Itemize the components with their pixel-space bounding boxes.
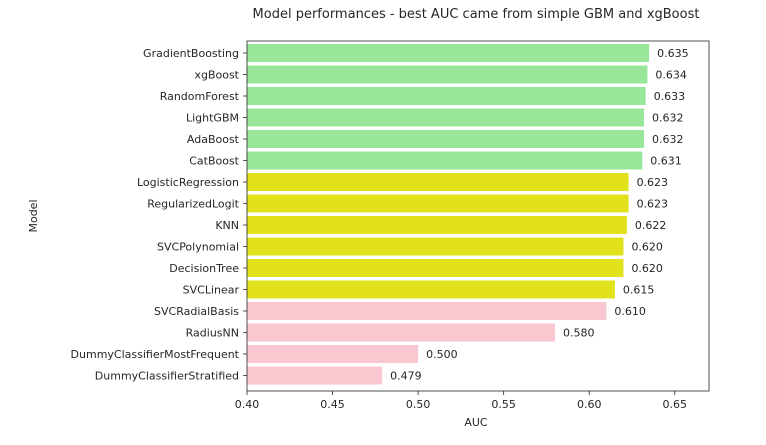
x-tick-label: 0.60	[577, 398, 602, 411]
bar-SVCLinear	[247, 280, 615, 299]
y-tick-label-xgBoost: xgBoost	[194, 69, 239, 82]
bar-RegularizedLogit	[247, 194, 629, 213]
y-tick-label-RadiusNN: RadiusNN	[186, 327, 239, 340]
bar-SVCPolynomial	[247, 237, 624, 256]
value-label-GradientBoosting: 0.635	[657, 47, 689, 60]
x-tick-label: 0.50	[406, 398, 431, 411]
y-tick-labels: GradientBoosting xgBoost RandomForest Light…	[71, 47, 247, 383]
y-tick-label-AdaBoost: AdaBoost	[187, 133, 240, 146]
value-label-DummyClassifierStratified: 0.479	[390, 370, 422, 383]
x-axis-ticks: 0.40 0.45 0.50 0.55 0.60 0.65	[235, 391, 687, 411]
y-tick-label-GradientBoosting: GradientBoosting	[143, 47, 239, 60]
y-axis-label: Model	[27, 199, 40, 232]
value-label-DummyClassifierMostFrequent: 0.500	[426, 348, 458, 361]
y-tick-label-CatBoost: CatBoost	[189, 155, 239, 168]
x-axis-label: AUC	[464, 416, 488, 429]
y-tick-label-SVCLinear: SVCLinear	[183, 284, 240, 297]
bar-GradientBoosting	[247, 44, 650, 62]
x-tick-label: 0.40	[235, 398, 260, 411]
chart-title: Model performances - best AUC came from …	[253, 7, 700, 22]
value-label-RegularizedLogit: 0.623	[637, 198, 669, 211]
bar-SVCRadialBasis	[247, 302, 607, 320]
y-tick-label-DummyClassifierStratified: DummyClassifierStratified	[95, 370, 239, 383]
value-label-LightGBM: 0.632	[652, 112, 684, 125]
value-label-SVCPolynomial: 0.620	[631, 241, 663, 254]
y-tick-label-DecisionTree: DecisionTree	[169, 262, 239, 275]
bar-LogisticRegression	[247, 173, 629, 191]
x-tick-label: 0.45	[320, 398, 345, 411]
y-tick-label-DummyClassifierMostFrequent: DummyClassifierMostFrequent	[71, 348, 240, 361]
value-label-CatBoost: 0.631	[650, 155, 682, 168]
value-label-LogisticRegression: 0.623	[637, 176, 669, 189]
value-label-DecisionTree: 0.620	[631, 262, 663, 275]
bar-RandomForest	[247, 87, 646, 105]
value-label-KNN: 0.622	[635, 219, 667, 232]
value-label-SVCRadialBasis: 0.610	[614, 305, 646, 318]
y-tick-label-KNN: KNN	[215, 219, 239, 232]
y-tick-label-SVCPolynomial: SVCPolynomial	[157, 241, 239, 254]
x-tick-label: 0.55	[491, 398, 516, 411]
y-tick-label-RandomForest: RandomForest	[160, 90, 240, 103]
plot-frame	[246, 40, 710, 392]
bar-DummyClassifierStratified	[247, 366, 383, 385]
value-label-AdaBoost: 0.632	[652, 133, 684, 146]
bar-DummyClassifierMostFrequent	[247, 345, 419, 363]
value-label-xgBoost: 0.634	[655, 69, 687, 82]
value-label-RadiusNN: 0.580	[563, 327, 595, 340]
bar-AdaBoost	[247, 130, 644, 148]
bar-KNN	[247, 216, 627, 234]
y-tick-label-RegularizedLogit: RegularizedLogit	[147, 198, 239, 211]
x-tick-label: 0.65	[663, 398, 688, 411]
y-tick-label-SVCRadialBasis: SVCRadialBasis	[154, 305, 239, 318]
bar-LightGBM	[247, 108, 644, 127]
y-tick-label-LogisticRegression: LogisticRegression	[137, 176, 239, 189]
bars-group: 0.635 0.634 0.633 0.632 0.632 0.631 0.623 0.623…	[247, 44, 689, 385]
value-label-SVCLinear: 0.615	[623, 284, 655, 297]
bar-DecisionTree	[247, 259, 624, 277]
y-tick-label-LightGBM: LightGBM	[186, 112, 239, 125]
value-label-RandomForest: 0.633	[654, 90, 686, 103]
bar-RadiusNN	[247, 323, 555, 342]
bar-CatBoost	[247, 151, 643, 170]
bar-xgBoost	[247, 65, 648, 84]
